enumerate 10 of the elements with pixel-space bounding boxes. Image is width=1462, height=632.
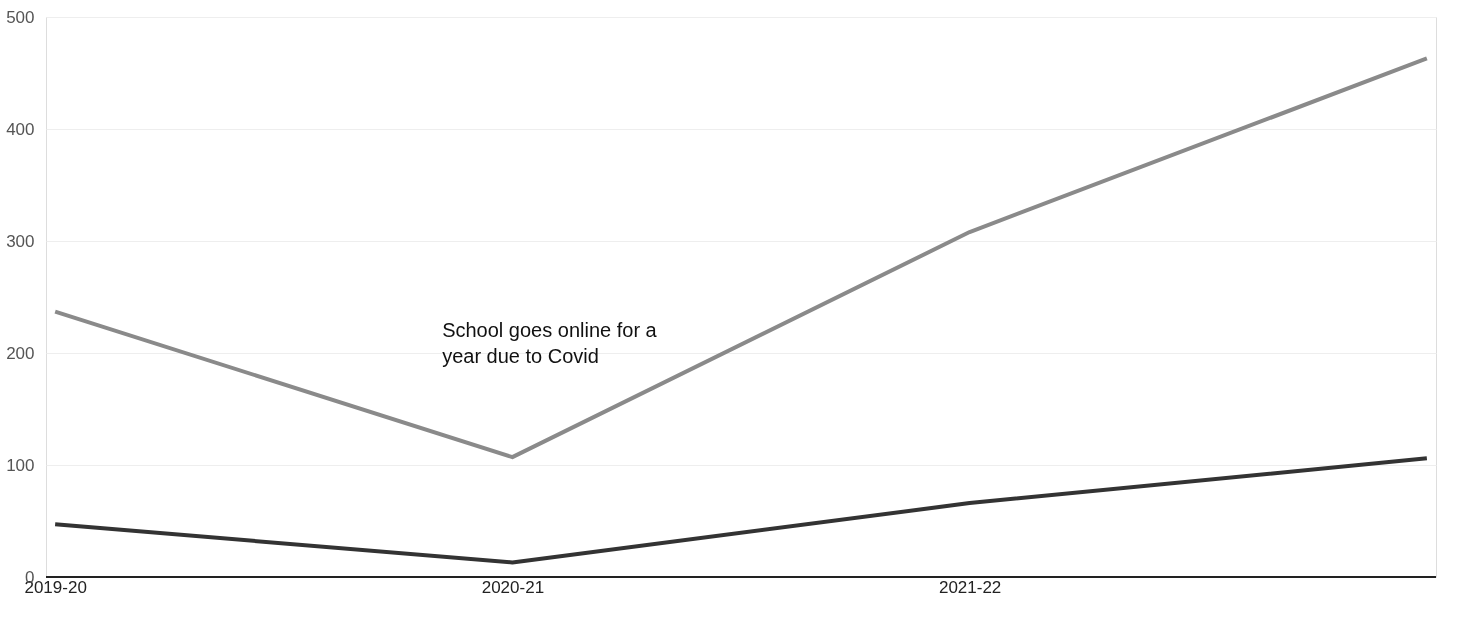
x-tick-label: 2021-22 xyxy=(938,577,1002,597)
y-tick-label: 100 xyxy=(6,455,35,475)
y-tick-label: 400 xyxy=(6,119,35,139)
y-tick-label: 500 xyxy=(6,7,35,27)
x-tick-label: 2020-21 xyxy=(481,577,545,597)
y-tick-label: 200 xyxy=(6,343,35,363)
line-series xyxy=(53,456,1429,565)
y-tick-label: 300 xyxy=(6,231,35,251)
annotation: School goes online for a year due to Covid xyxy=(442,318,658,367)
line-series xyxy=(53,56,1429,460)
